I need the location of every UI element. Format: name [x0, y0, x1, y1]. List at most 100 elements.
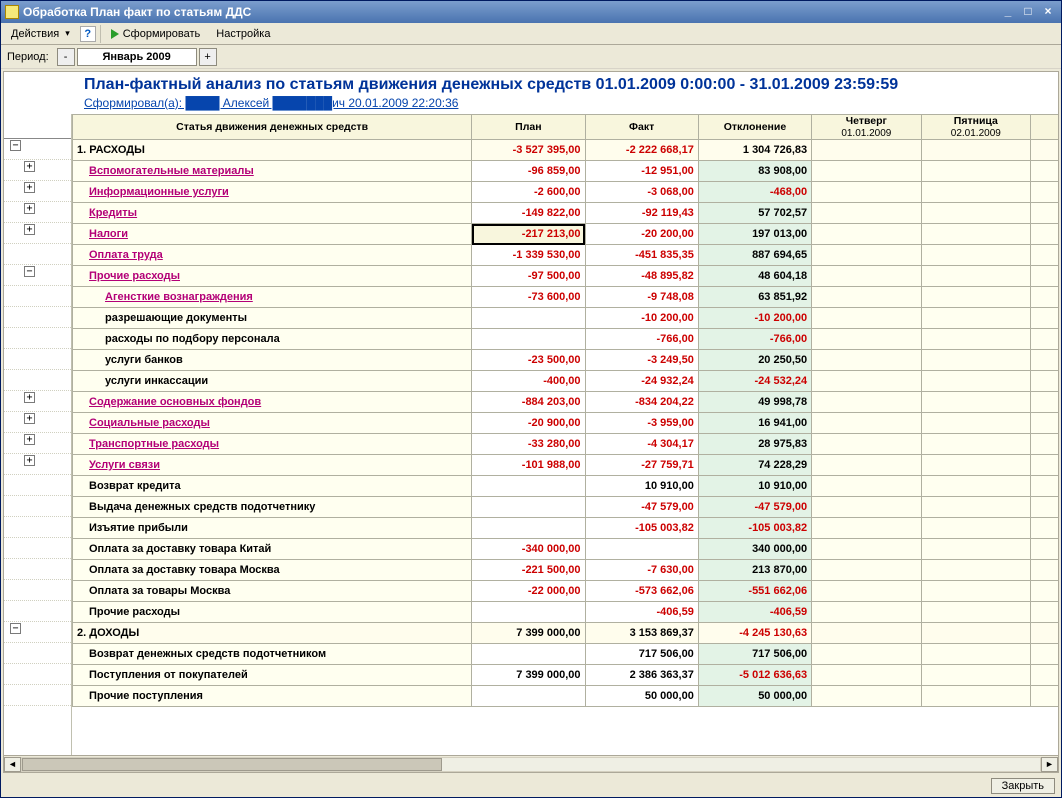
cell-day[interactable] — [812, 182, 921, 203]
cell-day[interactable] — [812, 581, 921, 602]
cell-day[interactable] — [812, 623, 921, 644]
cell-day[interactable] — [812, 287, 921, 308]
cell-fact[interactable]: -27 759,71 — [585, 455, 698, 476]
cell-day[interactable] — [921, 602, 1030, 623]
cell-day[interactable] — [921, 644, 1030, 665]
cell-day[interactable] — [812, 686, 921, 707]
cell-plan[interactable]: 7 399 000,00 — [472, 665, 585, 686]
cell-dev[interactable]: 10 910,00 — [698, 476, 811, 497]
cell-plan[interactable]: -2 600,00 — [472, 182, 585, 203]
article-link[interactable]: Транспортные расходы — [89, 438, 219, 450]
cell-plan[interactable]: -22 000,00 — [472, 581, 585, 602]
cell-fact[interactable]: -12 951,00 — [585, 161, 698, 182]
cell-day[interactable] — [1031, 686, 1058, 707]
minimize-button[interactable]: _ — [999, 4, 1017, 20]
cell-plan[interactable] — [472, 686, 585, 707]
cell-plan[interactable] — [472, 644, 585, 665]
cell-fact[interactable]: 10 910,00 — [585, 476, 698, 497]
cell-plan[interactable]: -33 280,00 — [472, 434, 585, 455]
cell-day[interactable] — [812, 476, 921, 497]
cell-fact[interactable]: -9 748,08 — [585, 287, 698, 308]
cell-day[interactable] — [1031, 560, 1058, 581]
cell-fact[interactable]: -3 249,50 — [585, 350, 698, 371]
cell-fact[interactable]: -451 835,35 — [585, 245, 698, 266]
cell-day[interactable] — [812, 140, 921, 161]
cell-fact[interactable]: -7 630,00 — [585, 560, 698, 581]
cell-day[interactable] — [1031, 224, 1058, 245]
cell-fact[interactable]: -48 895,82 — [585, 266, 698, 287]
cell-day[interactable] — [921, 161, 1030, 182]
cell-plan[interactable]: -23 500,00 — [472, 350, 585, 371]
cell-day[interactable] — [812, 371, 921, 392]
cell-day[interactable] — [812, 224, 921, 245]
cell-day[interactable] — [812, 665, 921, 686]
cell-dev[interactable]: 74 228,29 — [698, 455, 811, 476]
cell-fact[interactable]: -406,59 — [585, 602, 698, 623]
cell-day[interactable] — [921, 665, 1030, 686]
cell-plan[interactable]: -221 500,00 — [472, 560, 585, 581]
cell-fact[interactable]: -2 222 668,17 — [585, 140, 698, 161]
collapse-icon[interactable]: − — [24, 266, 35, 277]
cell-day[interactable] — [1031, 161, 1058, 182]
cell-plan[interactable]: -73 600,00 — [472, 287, 585, 308]
cell-day[interactable] — [921, 434, 1030, 455]
cell-day[interactable] — [812, 350, 921, 371]
cell-plan[interactable]: -1 339 530,00 — [472, 245, 585, 266]
cell-fact[interactable]: -20 200,00 — [585, 224, 698, 245]
actions-menu[interactable]: Действия — [5, 27, 76, 41]
cell-day[interactable] — [921, 287, 1030, 308]
article-link[interactable]: Вспомогательные материалы — [89, 165, 254, 177]
cell-dev[interactable]: -406,59 — [698, 602, 811, 623]
cell-dev[interactable]: 83 908,00 — [698, 161, 811, 182]
cell-dev[interactable]: -551 662,06 — [698, 581, 811, 602]
cell-day[interactable] — [921, 140, 1030, 161]
cell-plan[interactable] — [472, 497, 585, 518]
expand-icon[interactable]: + — [24, 455, 35, 466]
cell-day[interactable] — [921, 623, 1030, 644]
cell-day[interactable] — [1031, 350, 1058, 371]
cell-day[interactable] — [1031, 455, 1058, 476]
cell-day[interactable] — [1031, 413, 1058, 434]
expand-icon[interactable]: + — [24, 182, 35, 193]
form-button[interactable]: Сформировать — [105, 27, 207, 41]
cell-fact[interactable]: -47 579,00 — [585, 497, 698, 518]
cell-day[interactable] — [1031, 518, 1058, 539]
cell-dev[interactable]: 20 250,50 — [698, 350, 811, 371]
cell-day[interactable] — [812, 434, 921, 455]
cell-dev[interactable]: 717 506,00 — [698, 644, 811, 665]
cell-plan[interactable]: -97 500,00 — [472, 266, 585, 287]
cell-fact[interactable]: -105 003,82 — [585, 518, 698, 539]
settings-button[interactable]: Настройка — [210, 27, 276, 41]
cell-day[interactable] — [1031, 539, 1058, 560]
maximize-button[interactable]: □ — [1019, 4, 1037, 20]
cell-day[interactable] — [812, 392, 921, 413]
scroll-thumb[interactable] — [22, 758, 442, 771]
cell-day[interactable] — [1031, 203, 1058, 224]
cell-plan[interactable] — [472, 602, 585, 623]
cell-fact[interactable]: 717 506,00 — [585, 644, 698, 665]
cell-plan[interactable]: -217 213,00 — [472, 224, 585, 245]
cell-day[interactable] — [1031, 266, 1058, 287]
cell-dev[interactable]: 887 694,65 — [698, 245, 811, 266]
cell-plan[interactable]: -149 822,00 — [472, 203, 585, 224]
cell-day[interactable] — [812, 161, 921, 182]
cell-fact[interactable]: -4 304,17 — [585, 434, 698, 455]
cell-plan[interactable] — [472, 308, 585, 329]
scroll-right[interactable]: ► — [1041, 757, 1058, 772]
article-link[interactable]: Социальные расходы — [89, 417, 210, 429]
cell-dev[interactable]: 197 013,00 — [698, 224, 811, 245]
article-link[interactable]: Информационные услуги — [89, 186, 229, 198]
cell-dev[interactable]: 63 851,92 — [698, 287, 811, 308]
cell-dev[interactable]: 213 870,00 — [698, 560, 811, 581]
cell-plan[interactable]: -340 000,00 — [472, 539, 585, 560]
cell-day[interactable] — [921, 497, 1030, 518]
expand-icon[interactable]: + — [24, 392, 35, 403]
cell-plan[interactable] — [472, 329, 585, 350]
cell-day[interactable] — [921, 476, 1030, 497]
cell-dev[interactable]: 48 604,18 — [698, 266, 811, 287]
article-link[interactable]: Прочие расходы — [89, 270, 180, 282]
cell-plan[interactable]: -20 900,00 — [472, 413, 585, 434]
cell-day[interactable] — [921, 350, 1030, 371]
article-link[interactable]: Содержание основных фондов — [89, 396, 261, 408]
cell-day[interactable] — [1031, 140, 1058, 161]
